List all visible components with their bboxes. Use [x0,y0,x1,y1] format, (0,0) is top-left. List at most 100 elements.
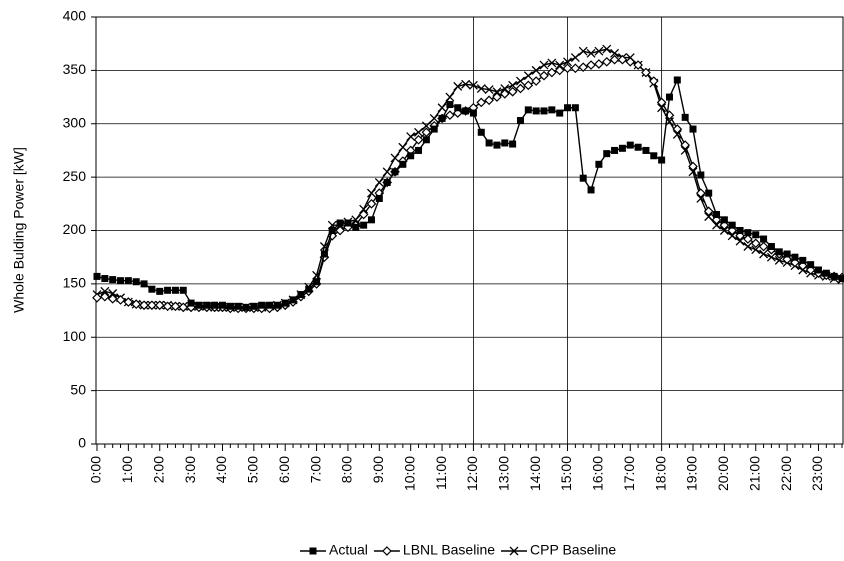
y-tick-label: 50 [70,381,86,397]
x-tick-label: 2:00 [150,456,166,483]
data-point [195,301,203,309]
data-point [211,301,219,309]
data-point [509,140,517,148]
data-point [446,101,454,109]
data-point [650,152,658,160]
data-point [171,286,179,294]
data-point [562,63,573,74]
data-point [438,114,446,122]
data-point [642,146,650,154]
data-point [735,230,745,241]
x-tick-label: 17:00 [621,456,637,491]
data-point [507,86,518,97]
data-point [516,76,525,86]
data-point [415,146,423,154]
data-point [492,92,502,102]
x-tick-label: 1:00 [119,456,135,483]
data-point [382,167,392,177]
data-point [367,216,375,224]
legend-entry: Actual [300,542,368,558]
series-line [96,77,843,309]
legend-marker [509,546,519,556]
data-point [743,234,753,244]
data-point [774,255,784,265]
data-point [476,84,486,93]
data-point [242,303,250,311]
data-point [266,301,274,309]
data-point [421,121,431,131]
data-point [99,291,110,302]
data-point [578,46,588,56]
data-point [187,299,195,307]
data-point [775,248,783,256]
data-point [587,186,595,194]
data-point [703,206,714,217]
data-point [760,235,768,243]
data-point [594,59,604,69]
data-point [422,136,430,144]
data-point [586,48,596,58]
x-tick-label: 12:00 [464,456,480,491]
data-point [752,231,760,239]
data-point [688,161,698,172]
data-point [571,104,579,112]
data-point [697,171,705,179]
data-point [297,291,305,299]
y-axis-label: Whole Bulding Power [kW] [11,147,27,313]
data-point [689,125,697,133]
x-tick-label: 10:00 [401,456,417,491]
data-point [523,71,533,81]
data-point [93,272,101,280]
data-point [414,127,423,137]
data-point [744,229,752,237]
data-point [462,107,470,115]
data-point [625,56,636,67]
data-point [601,56,612,67]
data-point [665,93,673,101]
x-tick-label: 13:00 [495,456,511,491]
data-point [170,301,181,312]
data-point [313,278,321,286]
data-point [564,104,572,112]
data-point [383,178,391,186]
data-point [358,209,369,220]
y-tick-label: 300 [63,114,87,130]
data-point [124,277,132,285]
data-point [117,277,125,285]
data-point [712,220,721,230]
legend-marker [382,546,392,556]
data-point [390,153,400,163]
data-point [672,129,682,139]
data-point [164,286,172,294]
y-tick-label: 150 [63,275,87,291]
data-point [178,302,189,313]
data-point [445,110,455,121]
data-point [391,168,399,176]
data-point [132,278,140,286]
data-point [807,261,815,269]
data-point [101,275,109,283]
data-point [633,60,643,70]
data-point [123,297,134,307]
legend-marker [309,547,317,555]
data-point [705,189,713,197]
data-point [617,54,628,65]
data-point [602,44,612,54]
data-point [516,117,524,125]
data-point [751,245,761,255]
series-line [96,59,843,310]
data-point [539,70,549,81]
data-point [805,265,816,275]
data-point [641,67,651,78]
data-point [814,266,822,274]
data-point [791,253,799,261]
x-tick-label: 6:00 [276,456,292,483]
data-point [595,160,603,168]
data-point [454,104,462,112]
data-point [735,236,745,246]
data-point [273,301,281,309]
data-point [493,141,501,149]
data-point [406,132,416,142]
data-point [766,252,776,262]
